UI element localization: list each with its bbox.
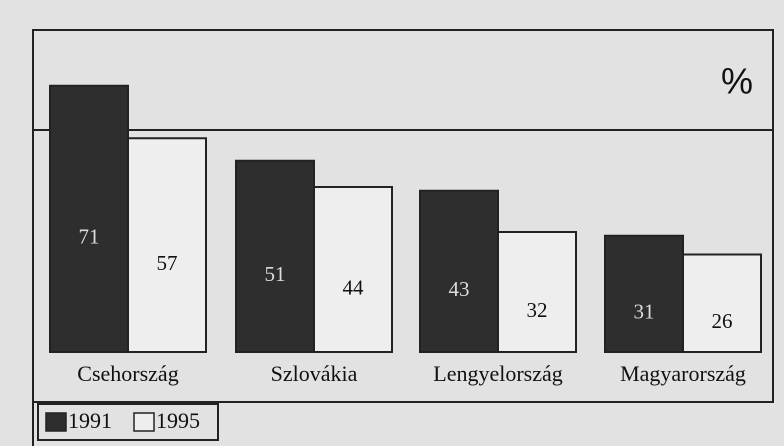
- value-label: 43: [449, 277, 470, 301]
- x-tick-label: Lengyelország: [433, 361, 563, 386]
- bar: [682, 253, 762, 353]
- bar: [235, 159, 315, 353]
- legend-frame: [37, 403, 219, 441]
- bar: [127, 137, 207, 353]
- bar: [419, 189, 499, 353]
- legend-label: 1995: [156, 408, 200, 433]
- value-label: 31: [634, 300, 655, 324]
- value-label: 71: [79, 225, 100, 249]
- bar: [604, 234, 684, 353]
- bar: [313, 186, 393, 353]
- x-tick-label: Csehország: [77, 361, 178, 386]
- bar: [49, 84, 129, 353]
- value-label: 32: [527, 298, 548, 322]
- legend-swatch: [45, 412, 67, 432]
- unit-label: %: [721, 61, 753, 102]
- legend-label: 1991: [68, 408, 112, 433]
- bar: [497, 231, 577, 353]
- x-tick-label: Szlovákia: [271, 361, 358, 386]
- value-label: 26: [712, 309, 733, 333]
- plot-frame: [32, 29, 774, 403]
- legend-swatch: [133, 412, 155, 432]
- value-label: 57: [157, 251, 178, 275]
- value-label: 44: [343, 275, 365, 299]
- x-tick-label: Magyarország: [620, 361, 746, 386]
- value-label: 51: [265, 262, 286, 286]
